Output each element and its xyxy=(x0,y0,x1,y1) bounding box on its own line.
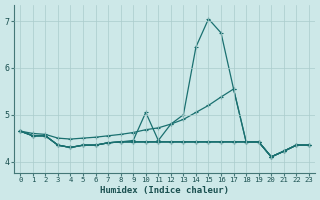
X-axis label: Humidex (Indice chaleur): Humidex (Indice chaleur) xyxy=(100,186,229,195)
